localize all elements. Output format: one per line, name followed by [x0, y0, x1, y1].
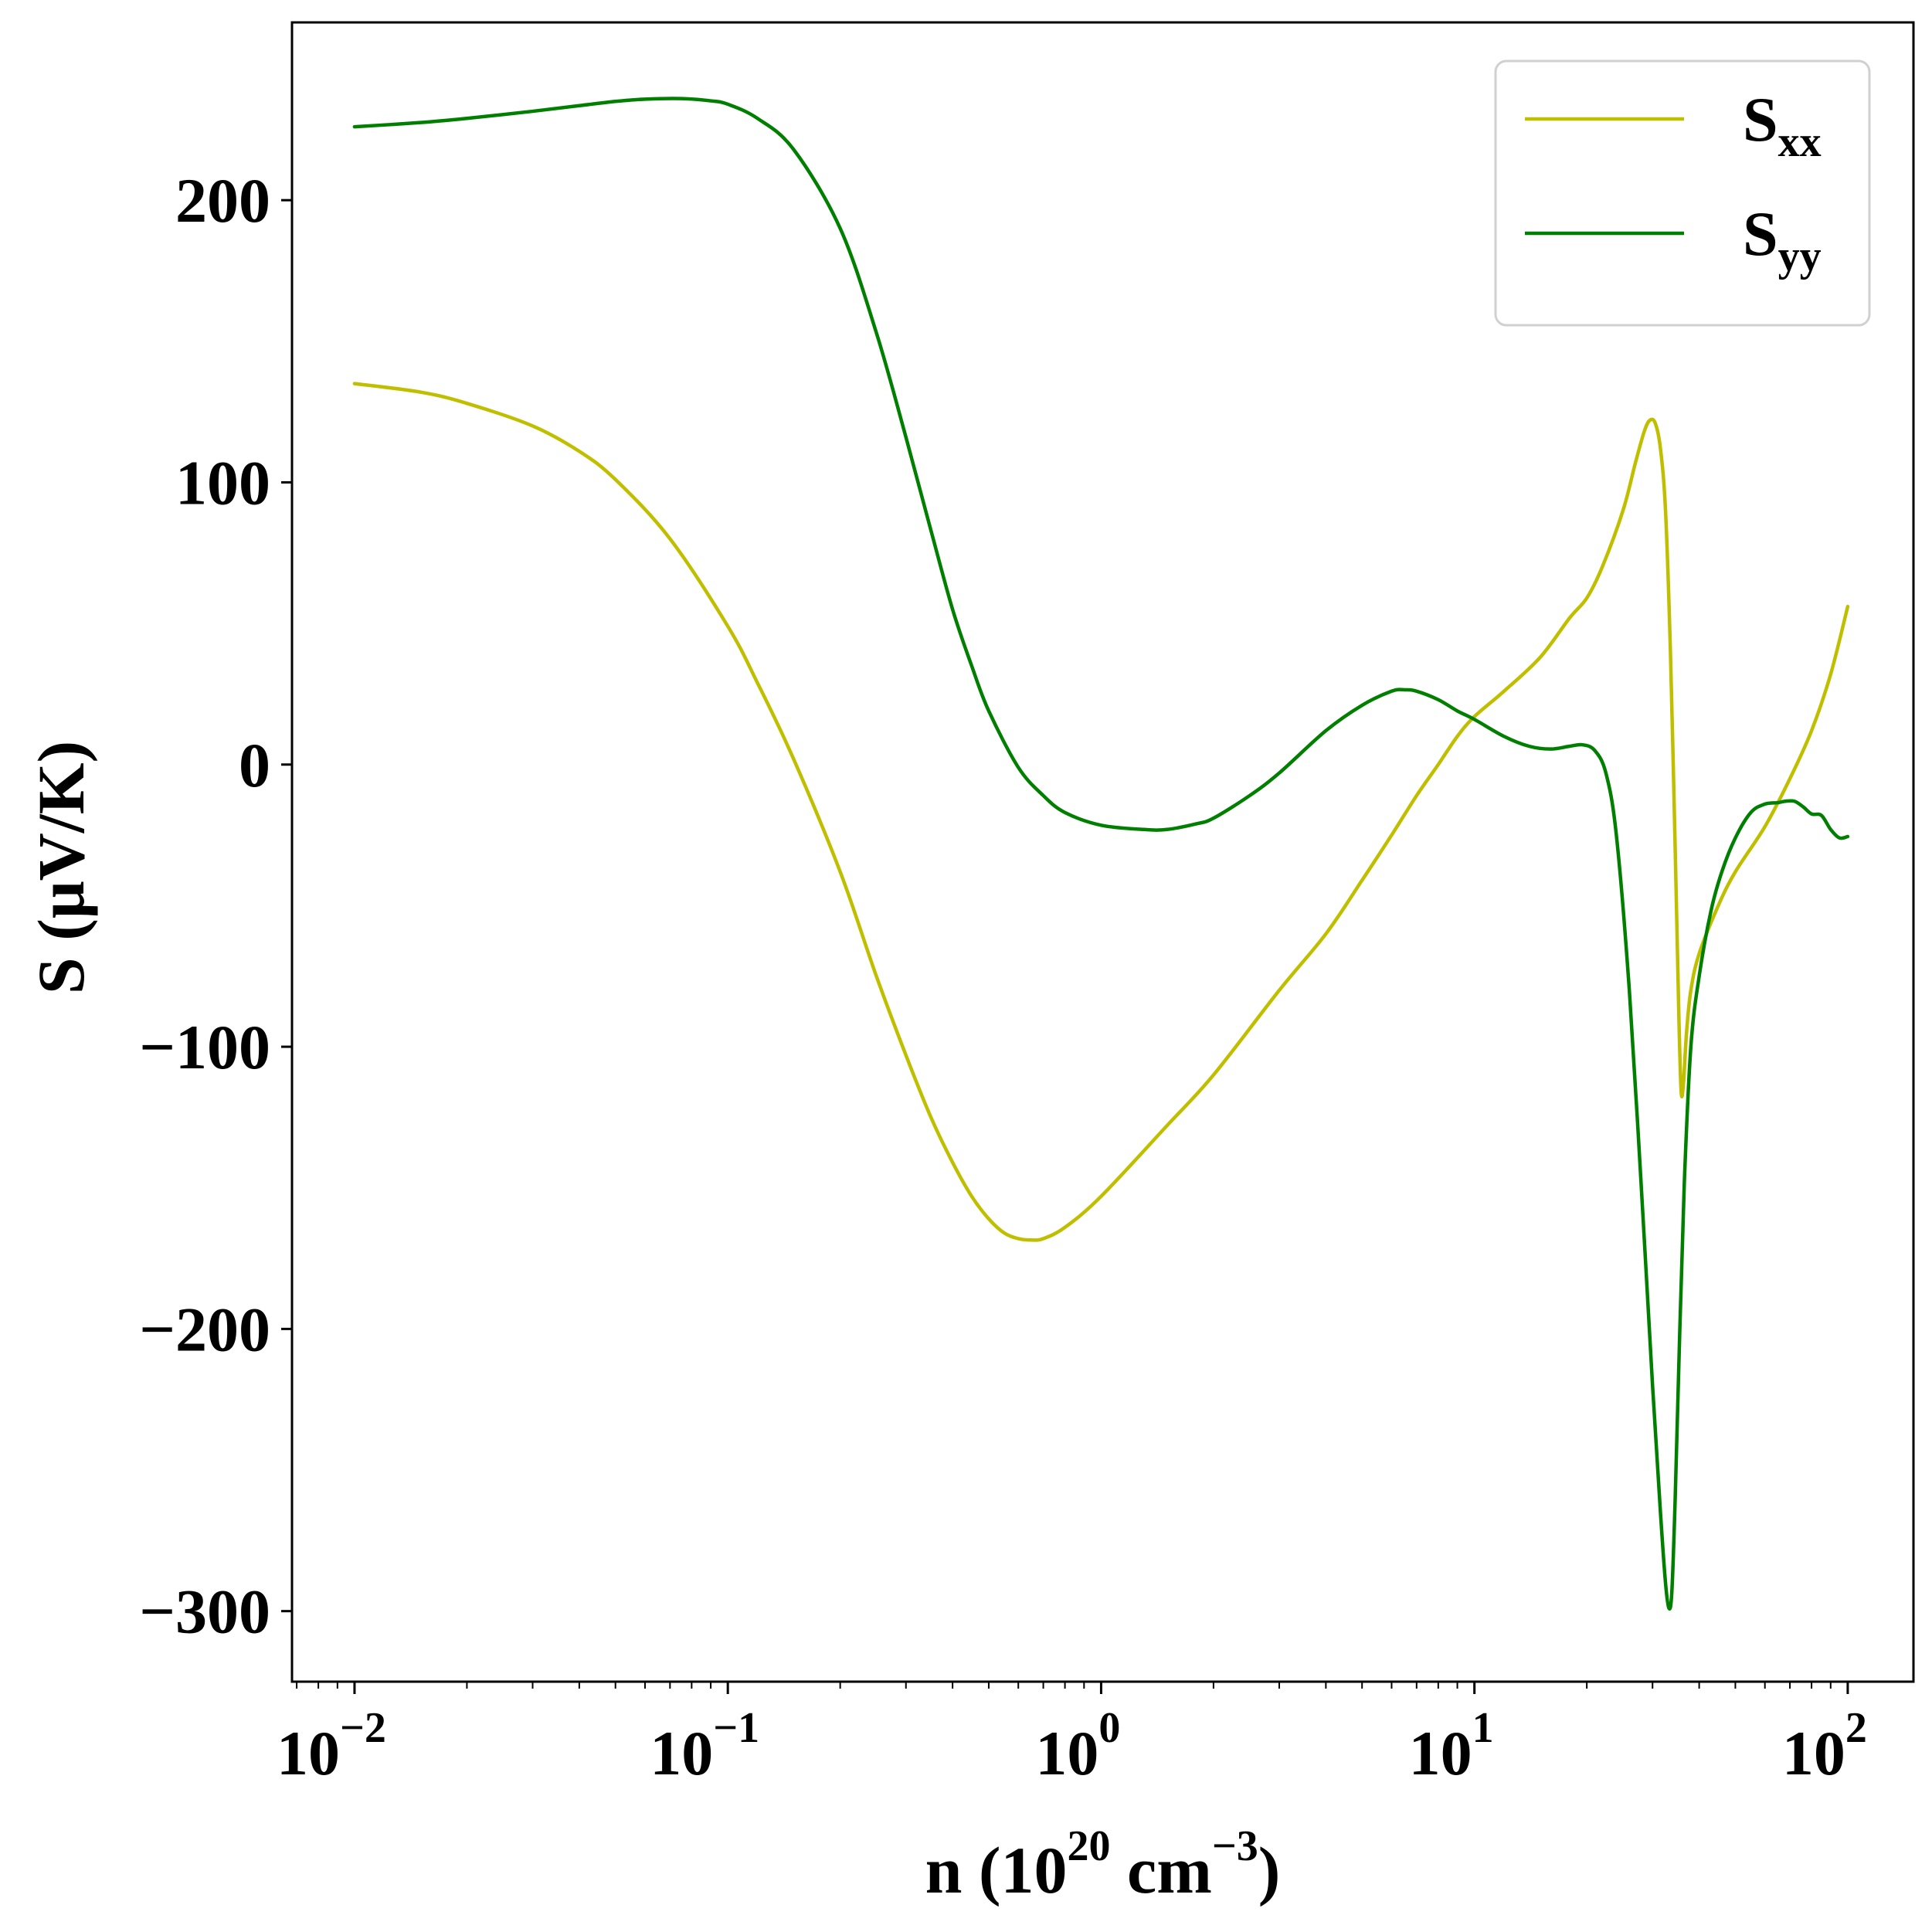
x-tick-label: 101 — [1409, 1704, 1494, 1788]
y-tick-label: −300 — [139, 1577, 270, 1647]
x-axis-title: n (1020 cm−3) — [925, 1822, 1281, 1907]
legend-label-syy: Syy — [1743, 199, 1822, 280]
legend: Sxx Syy — [1494, 59, 1871, 327]
x-axis: 10−2 10−1 100 101 102 — [277, 1682, 1867, 1788]
plot-area-frame — [290, 21, 1915, 1683]
x-tick-label: 10−1 — [650, 1704, 759, 1788]
y-tick-label: −200 — [139, 1294, 270, 1364]
y-tick-label: 200 — [175, 165, 270, 236]
series-line-syy — [352, 97, 1850, 1611]
y-tick-label: 0 — [239, 730, 270, 800]
legend-box — [1494, 59, 1871, 327]
x-tick-label: 102 — [1782, 1704, 1867, 1788]
y-axis: 200 100 0 −100 −200 −300 — [139, 165, 292, 1647]
axis-titles: n (1020 cm−3) S (μV/K) — [24, 741, 1280, 1907]
y-axis-title: S (μV/K) — [24, 741, 98, 994]
y-tick-label: −100 — [139, 1012, 270, 1082]
y-tick-label: 100 — [175, 447, 270, 518]
series-line-sxx — [352, 382, 1850, 1242]
x-tick-label: 10−2 — [277, 1704, 386, 1788]
x-tick-label: 100 — [1035, 1704, 1120, 1788]
series-layer — [352, 97, 1850, 1611]
legend-label-sxx: Sxx — [1743, 84, 1822, 166]
